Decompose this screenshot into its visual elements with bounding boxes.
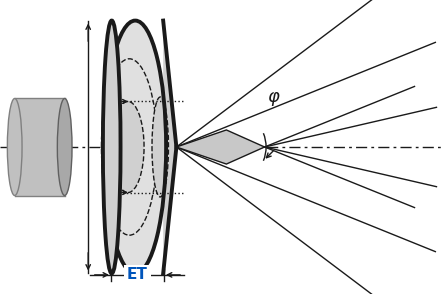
Ellipse shape [112, 101, 144, 193]
Polygon shape [15, 98, 65, 196]
Ellipse shape [103, 21, 120, 273]
Ellipse shape [57, 98, 72, 196]
Polygon shape [176, 130, 265, 164]
Ellipse shape [7, 98, 22, 196]
Ellipse shape [152, 97, 168, 197]
Polygon shape [163, 21, 176, 273]
Text: D: D [100, 138, 116, 156]
Ellipse shape [105, 21, 166, 273]
Text: φ: φ [268, 88, 279, 106]
Text: ET: ET [127, 267, 148, 283]
